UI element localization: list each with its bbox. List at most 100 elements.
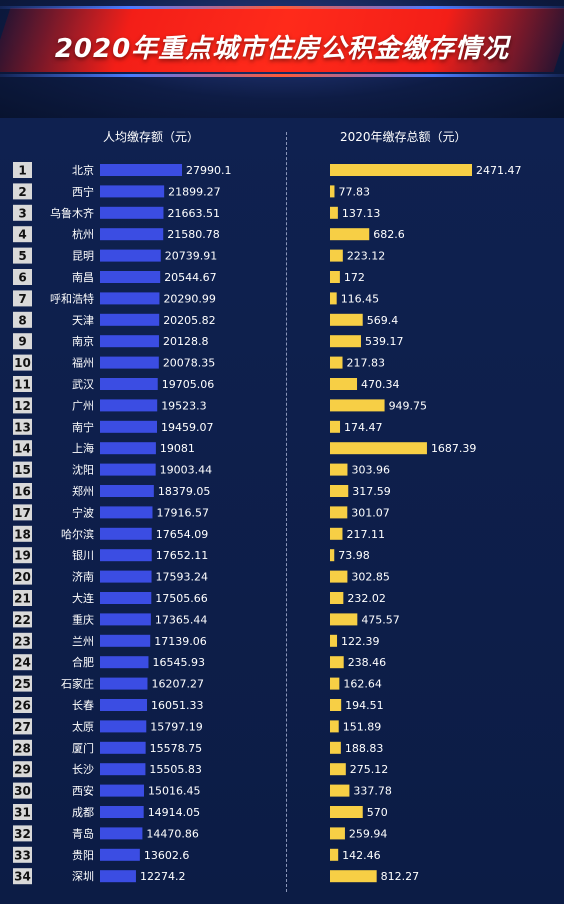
city-label: 长春 — [72, 699, 94, 712]
rank-number: 18 — [14, 527, 31, 541]
per-capita-bar — [100, 485, 154, 497]
rank-number: 21 — [14, 592, 31, 606]
total-deposit-bar — [330, 228, 370, 241]
rank-badge — [13, 461, 32, 478]
banner-stripe-bottom — [0, 74, 564, 77]
rank-badge — [13, 290, 32, 307]
rank-badge — [13, 868, 32, 885]
total-deposit-value: 142.46 — [342, 849, 381, 862]
rank-number: 9 — [18, 335, 26, 349]
per-capita-value: 19523.3 — [161, 399, 207, 412]
per-capita-bar — [100, 656, 149, 669]
total-deposit-value: 1687.39 — [431, 442, 477, 455]
per-capita-bar — [100, 741, 146, 754]
left-column-header: 人均缴存额（元） — [103, 130, 200, 144]
city-label: 南宁 — [72, 420, 94, 434]
total-deposit-value: 475.57 — [361, 613, 400, 626]
total-deposit-bar — [330, 549, 335, 562]
per-capita-bar — [100, 442, 156, 455]
per-capita-bar — [100, 292, 160, 305]
per-capita-value: 17593.24 — [156, 571, 209, 584]
per-capita-value: 21663.51 — [167, 207, 220, 220]
per-capita-value: 19081 — [160, 442, 195, 455]
total-deposit-bar — [330, 699, 342, 711]
rank-badge — [13, 226, 32, 243]
total-deposit-value: 217.11 — [346, 528, 385, 541]
rank-number: 1 — [18, 164, 26, 178]
rank-badge — [13, 611, 32, 628]
total-deposit-bar — [330, 506, 348, 519]
per-capita-value: 20290.99 — [163, 292, 216, 305]
per-capita-value: 19459.07 — [161, 421, 214, 434]
total-deposit-value: 539.17 — [365, 335, 404, 348]
total-deposit-bar — [330, 485, 349, 497]
column-divider — [286, 132, 287, 892]
per-capita-value: 15016.45 — [148, 785, 201, 798]
total-deposit-bar — [330, 356, 343, 369]
per-capita-bar — [100, 806, 144, 818]
city-label: 西安 — [72, 784, 94, 798]
rank-badge — [13, 440, 32, 457]
rank-badge — [13, 183, 32, 200]
total-deposit-bar — [330, 827, 345, 840]
per-capita-value: 17654.09 — [156, 528, 209, 541]
total-deposit-bar — [330, 763, 346, 776]
per-capita-bar — [100, 356, 159, 369]
per-capita-value: 20739.91 — [165, 250, 218, 263]
chart-panel: 人均缴存额（元） 2020年缴存总额（元） — [0, 118, 564, 904]
rank-number: 34 — [14, 870, 31, 884]
total-deposit-value: 137.13 — [342, 207, 381, 220]
per-capita-bar — [100, 271, 161, 283]
rank-badge — [13, 397, 32, 414]
total-deposit-value: 238.46 — [348, 656, 387, 669]
city-label: 武汉 — [72, 378, 94, 391]
page-title: 2020年重点城市住房公积金缴存情况 — [54, 34, 510, 64]
rank-number: 14 — [14, 442, 31, 456]
rank-number: 25 — [14, 677, 31, 691]
total-deposit-bar — [330, 656, 344, 669]
per-capita-value: 16545.93 — [152, 656, 205, 669]
total-deposit-value: 122.39 — [341, 635, 380, 648]
per-capita-value: 21580.78 — [167, 228, 220, 241]
rank-number: 5 — [18, 249, 26, 263]
rank-number: 29 — [14, 763, 31, 777]
per-capita-value: 20544.67 — [164, 271, 217, 284]
rank-badge — [13, 590, 32, 606]
per-capita-bar — [100, 378, 158, 390]
banner-stripe-top — [0, 6, 564, 9]
city-label: 广州 — [72, 399, 94, 412]
per-capita-value: 20128.8 — [163, 335, 209, 348]
rank-number: 4 — [18, 228, 26, 242]
rank-number: 6 — [18, 271, 26, 285]
city-label: 哈尔滨 — [61, 527, 94, 541]
rank-badge — [13, 504, 32, 521]
total-deposit-value: 194.51 — [345, 699, 384, 712]
per-capita-bar — [100, 249, 161, 262]
total-deposit-bar — [330, 870, 377, 883]
total-deposit-bar — [330, 442, 427, 455]
rank-badge — [13, 204, 32, 221]
per-capita-bar — [100, 335, 159, 348]
per-capita-value: 19003.44 — [160, 464, 213, 477]
total-deposit-bar — [330, 570, 348, 583]
per-capita-bar — [100, 827, 143, 840]
total-deposit-value: 303.96 — [351, 464, 390, 477]
per-capita-bar — [100, 228, 164, 241]
rank-badge — [13, 311, 32, 328]
per-capita-bar — [100, 634, 151, 647]
rank-number: 27 — [14, 720, 31, 734]
rank-number: 22 — [14, 613, 31, 627]
rank-badge — [13, 376, 32, 392]
city-label: 长沙 — [72, 763, 94, 776]
per-capita-value: 16207.27 — [151, 678, 204, 691]
total-deposit-bar — [330, 292, 337, 305]
rank-number: 31 — [14, 806, 31, 820]
rank-badge — [13, 804, 32, 820]
total-deposit-bar — [330, 378, 358, 390]
per-capita-value: 19705.06 — [162, 378, 215, 391]
city-label: 南京 — [72, 334, 94, 348]
rank-badge — [13, 675, 32, 692]
total-deposit-value: 302.85 — [351, 571, 390, 584]
per-capita-value: 14914.05 — [148, 806, 201, 819]
rank-badge — [13, 718, 32, 735]
